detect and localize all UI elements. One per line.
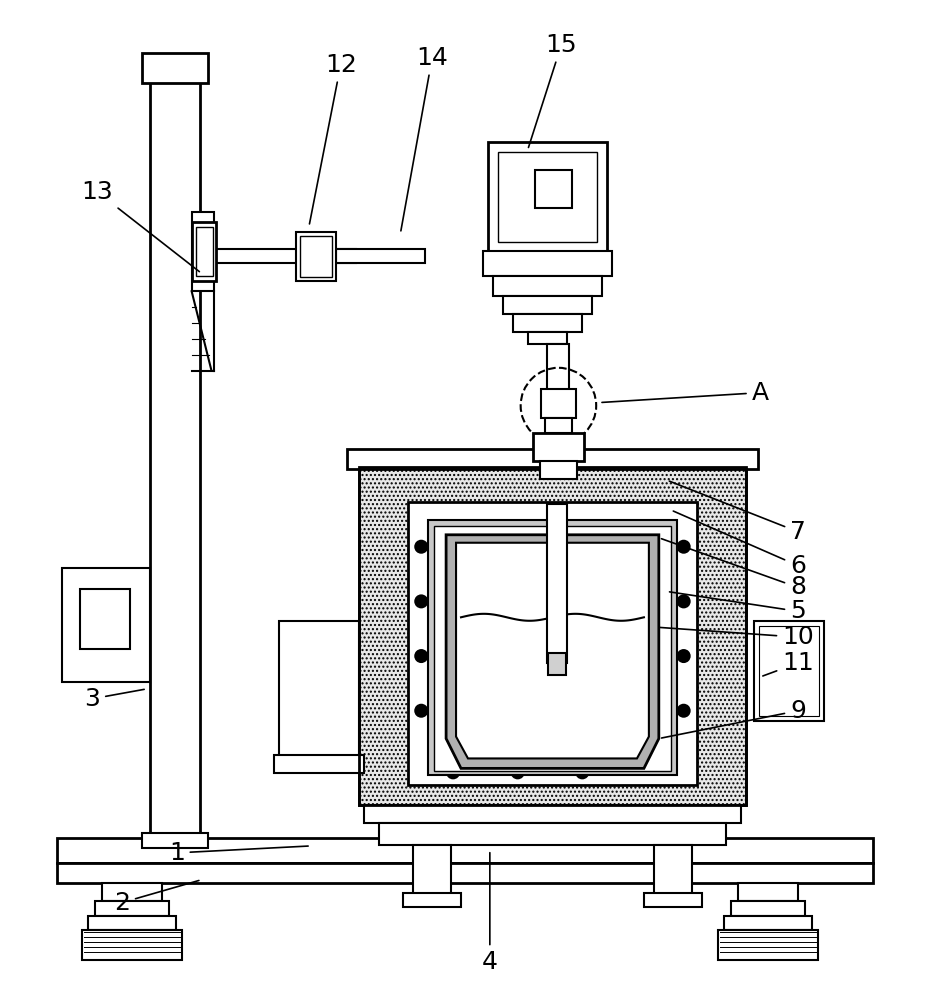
Circle shape [415,541,427,553]
Bar [731,901,805,916]
Bar [102,883,162,901]
Bar [540,389,577,418]
Bar [300,236,332,277]
Text: 3: 3 [84,687,145,711]
Text: 10: 10 [660,625,814,649]
Text: 6: 6 [673,511,806,578]
Bar [408,502,696,785]
Bar [533,433,584,461]
Circle shape [415,705,427,717]
Text: 13: 13 [82,180,199,272]
Text: A: A [602,381,768,405]
Bar [724,916,812,930]
Circle shape [678,595,690,607]
Bar [544,418,572,433]
Text: 5: 5 [669,592,806,623]
Circle shape [415,650,427,662]
Bar [513,314,582,332]
Bar [548,344,569,414]
Bar [527,332,567,344]
Bar [142,53,208,83]
Bar [83,930,182,960]
Text: 15: 15 [528,33,578,147]
Text: 8: 8 [662,539,806,599]
Bar [738,883,798,901]
Text: 11: 11 [763,651,814,676]
Bar [363,805,742,823]
PathPatch shape [456,543,649,758]
Bar [95,901,169,916]
Circle shape [678,541,690,553]
Text: 12: 12 [310,53,357,224]
Bar [279,621,359,760]
Bar [196,227,212,276]
Text: 7: 7 [669,481,806,544]
Text: 14: 14 [400,46,448,231]
Circle shape [577,766,589,778]
Bar [413,845,451,900]
Bar [57,838,872,863]
Circle shape [512,766,524,778]
Bar [142,833,208,848]
Bar [57,863,872,883]
Bar [296,232,336,281]
Circle shape [415,595,427,607]
Circle shape [447,766,459,778]
Bar [192,222,217,281]
Bar [718,930,818,960]
Bar [434,526,671,771]
Bar [502,296,592,314]
Bar [549,653,566,675]
Bar [81,589,130,649]
Text: 1: 1 [169,841,308,865]
Bar [150,58,199,838]
Bar [548,504,567,663]
Bar [378,823,727,845]
Bar [274,755,363,773]
Bar [498,152,597,242]
PathPatch shape [446,535,659,768]
Bar [540,461,578,479]
Bar [336,249,425,263]
Bar [755,621,824,721]
Bar [644,893,702,907]
Bar [428,520,677,775]
Bar [217,249,356,263]
Bar [483,251,612,276]
Text: 2: 2 [114,880,199,915]
Circle shape [678,705,690,717]
Bar [359,467,746,805]
Circle shape [678,650,690,662]
Text: 9: 9 [662,699,806,738]
Bar [192,212,213,291]
Bar [488,142,607,251]
Bar [347,449,758,469]
Bar [493,276,603,296]
Text: 4: 4 [482,853,498,974]
Bar [62,568,150,682]
Bar [654,845,692,900]
Bar [403,893,461,907]
Bar [759,626,819,716]
Bar [359,467,746,805]
Bar [88,916,176,930]
Bar [535,170,572,208]
